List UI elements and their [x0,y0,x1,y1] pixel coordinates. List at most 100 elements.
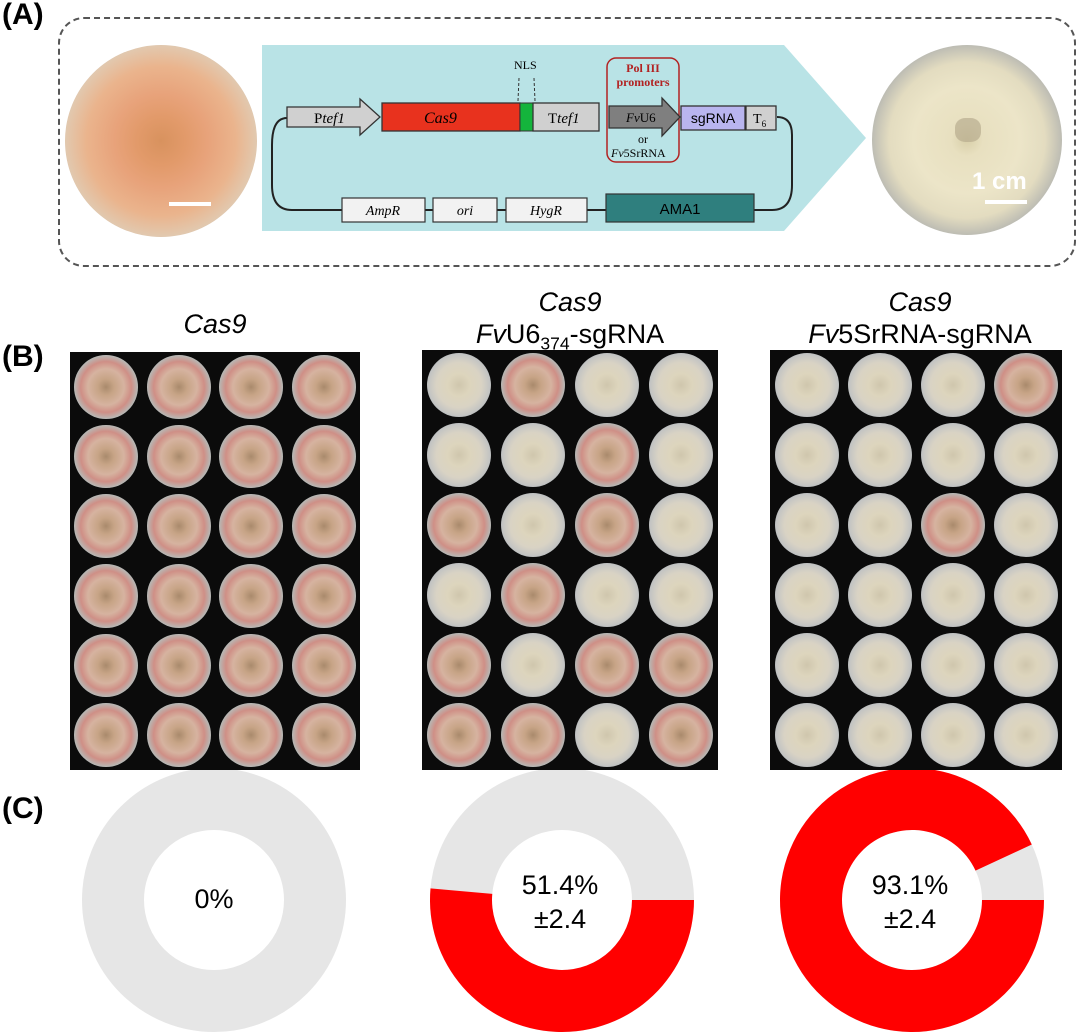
petri-dish [146,633,211,698]
petri-dish [993,423,1058,487]
petri-dish [774,423,839,487]
petri-dish [501,493,565,557]
petri-dish [575,563,639,627]
panel-label-c: (C) [2,792,44,825]
petri-dish [74,355,139,419]
ttef1-terminator [532,102,600,132]
petri-dish [920,493,985,557]
column-title-cas9: Cas9 [183,309,247,339]
scale-bar-1cm [985,200,1027,204]
wild-type-colony-image [65,45,257,237]
ama1-label: AMA1 [660,201,701,218]
petri-dish [575,423,639,487]
sgrna-element [680,105,746,131]
plasmid-backbone-left [271,117,342,211]
pol3-label-line2: promoters [616,75,669,89]
petri-dish [501,423,565,487]
petri-dish [427,423,491,487]
crispr-construct-diagram: Ptef1 Cas9 NLS Ttef1 Pol III promoters F… [262,45,866,231]
donut-ring [82,770,346,1032]
ptef1-label: Ptef1 [314,111,345,127]
hygr-label: HygR [529,204,562,219]
ori-label: ori [457,204,473,219]
petri-dish [920,563,985,627]
petri-dish [219,355,284,419]
hygr-element [505,197,588,223]
petri-dish [774,633,839,697]
nls-label: NLS [514,58,537,72]
plate-photo-fvu6 [422,350,718,770]
ttef1-label: Ttef1 [548,111,580,127]
petri-dish [649,563,713,627]
petri-dish [847,703,912,767]
t6-terminator [745,105,777,131]
sgrna-label: sgRNA [691,110,736,126]
plasmid-backbone-right [754,116,793,211]
donut-fvu6-value: 51.4% ±2.4 [521,870,599,934]
scale-bar-label: 1 cm [972,168,1027,195]
fv5srrna-label: Fv5SrRNA [610,146,666,160]
petri-dish [74,494,139,558]
petri-dish [291,424,356,489]
petri-dish [920,423,985,487]
petri-dish [427,493,491,557]
petri-dish [847,563,912,627]
fvu6-promoter [608,96,681,138]
petri-dish [649,353,713,417]
ampr-element [341,197,426,223]
petri-dish [847,493,912,557]
petri-dish [847,633,912,697]
diagram-background [262,45,866,231]
donut-edited-segment [430,888,694,1032]
petri-dish [501,563,565,627]
petri-dish [146,494,211,558]
petri-dish [219,633,284,698]
petri-dish [74,703,139,767]
petri-dish [291,355,356,419]
cas9-label: Cas9 [424,110,457,127]
pol3-promoters-box [606,57,680,163]
or-label: or [638,132,648,146]
petri-dish [993,563,1058,627]
colony-center-inoculum [955,118,981,142]
petri-dish [291,703,356,767]
petri-dish [291,633,356,698]
petri-dish [774,493,839,557]
ori-element [432,197,498,223]
petri-dish [501,633,565,697]
petri-dish [575,703,639,767]
petri-dish [219,424,284,489]
petri-dish [774,703,839,767]
petri-dish [649,633,713,697]
petri-dish [847,423,912,487]
petri-dish [291,494,356,558]
petri-dish [847,353,912,417]
petri-dish [427,563,491,627]
petri-dish [146,564,211,628]
petri-dish [74,424,139,489]
petri-dish [993,703,1058,767]
petri-dish [146,424,211,489]
scale-bar [169,202,211,206]
petri-dish [146,703,211,767]
panel-a-frame [58,17,1076,267]
panel-label-b: (B) [2,340,44,373]
petri-dish [219,703,284,767]
petri-dish [427,353,491,417]
petri-dish [649,423,713,487]
column-title-fvu6: Cas9 FvU6374-sgRNA [475,287,665,354]
pol3-label-line1: Pol III [626,61,660,75]
petri-dish [501,703,565,767]
donut-edited-segment [780,770,1044,1032]
petri-dish [575,353,639,417]
donut-cas9-value: 0% [194,884,234,914]
petri-dish [427,703,491,767]
ama1-element [605,193,755,223]
petri-dish [920,353,985,417]
petri-dish [993,493,1058,557]
column-title-fv5srrna: Cas9 Fv5SrRNA-sgRNA [808,287,1032,349]
petri-dish [501,353,565,417]
petri-dish [649,493,713,557]
petri-dish [920,703,985,767]
t6-label: T6 [753,112,767,129]
